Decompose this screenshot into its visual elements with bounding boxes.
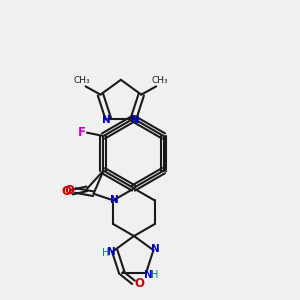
Text: F: F — [78, 126, 86, 139]
Text: O: O — [61, 185, 71, 198]
Text: H: H — [151, 270, 158, 280]
Text: N: N — [110, 195, 118, 205]
Text: N: N — [107, 247, 116, 257]
Text: N: N — [151, 244, 160, 254]
Text: N: N — [102, 115, 111, 125]
Text: N: N — [131, 115, 140, 125]
Text: CH₃: CH₃ — [152, 76, 168, 85]
Text: O: O — [64, 184, 74, 197]
Text: O: O — [134, 278, 144, 290]
Text: H: H — [101, 248, 109, 259]
Text: CH₃: CH₃ — [73, 76, 90, 85]
Text: N: N — [144, 270, 153, 280]
